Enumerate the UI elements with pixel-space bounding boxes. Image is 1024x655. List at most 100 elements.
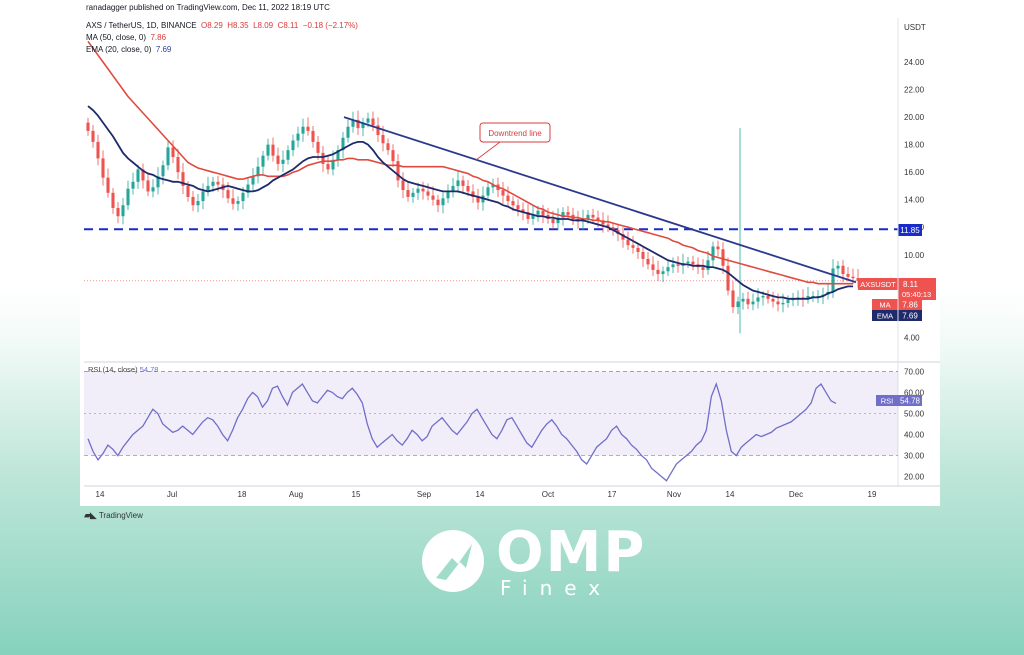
rsi-tick-label: 40.00 — [904, 431, 925, 440]
candle-body — [491, 184, 495, 188]
rsi-tick-label: 20.00 — [904, 473, 925, 482]
candle-body — [236, 201, 240, 204]
candle-body — [591, 214, 595, 218]
candle-body — [506, 195, 510, 202]
candle-body — [146, 180, 150, 192]
candle-body — [191, 196, 195, 206]
candle-body — [406, 190, 410, 197]
candle-body — [271, 144, 275, 156]
ma-tag-label: MA — [879, 301, 890, 310]
rsi-pane-label: RSI (14, close) 54.78 — [88, 365, 158, 374]
candle-body — [596, 217, 600, 221]
candle-body — [536, 210, 540, 215]
candle-body — [786, 300, 790, 303]
ema-tag-label: EMA — [877, 312, 893, 321]
candle-body — [161, 165, 165, 177]
ema-legend[interactable]: EMA (20, close, 0) 7.69 — [86, 45, 171, 54]
symbol-line: AXS / TetherUS, 1D, BINANCE O8.29 H8.35 … — [86, 21, 358, 30]
candle-body — [711, 246, 715, 261]
candle-body — [631, 245, 635, 248]
candle-body — [246, 184, 250, 193]
candle-body — [766, 296, 770, 299]
candle-body — [151, 187, 155, 192]
candle-body — [516, 205, 520, 210]
candle-body — [91, 130, 95, 142]
candle-body — [306, 126, 310, 131]
ohlc-change: −0.18 (−2.17%) — [302, 21, 358, 30]
candle-body — [136, 169, 140, 182]
candle-body — [386, 143, 390, 151]
candle-body — [156, 176, 160, 188]
candle-body — [776, 301, 780, 305]
candle-body — [171, 147, 175, 158]
candle-body — [761, 296, 765, 298]
candle-body — [296, 133, 300, 141]
candle-body — [231, 198, 235, 204]
candle-body — [101, 158, 105, 178]
omp-text: OMP — [496, 520, 647, 585]
rsi-tick-label: 30.00 — [904, 452, 925, 461]
support-level-tag — [898, 224, 922, 236]
candle-body — [326, 163, 330, 170]
candle-body — [371, 118, 375, 126]
price-tick-label: 10.00 — [904, 251, 925, 260]
candle-body — [851, 276, 855, 279]
candle-body — [671, 264, 675, 268]
candle-body — [656, 269, 660, 275]
candle-body — [321, 152, 325, 164]
candle-body — [411, 192, 415, 197]
ma-50-line — [87, 40, 853, 285]
candle-body — [261, 155, 265, 167]
candle-body — [541, 210, 545, 215]
ma-legend[interactable]: MA (50, close, 0) 7.86 — [86, 33, 166, 42]
x-tick-label: 17 — [608, 490, 617, 499]
candle-body — [241, 192, 245, 202]
tradingview-text: TradingView — [98, 511, 143, 520]
candle-body — [756, 297, 760, 302]
candle-body — [176, 157, 180, 173]
x-axis: 14 Jul 18 Aug 15 Sep 14 Oct 17 Nov 14 Dec 19 — [96, 490, 877, 499]
candle-body — [376, 125, 380, 136]
ma-value-tag — [898, 299, 922, 310]
candle-body — [511, 201, 515, 206]
downtrend-line[interactable] — [343, 116, 857, 284]
candle-body — [106, 177, 110, 193]
candle-body — [316, 141, 320, 153]
candle-body — [736, 301, 740, 308]
x-tick-label: 14 — [726, 490, 735, 499]
candle-body — [606, 224, 610, 228]
candle-body — [446, 191, 450, 199]
candle-body — [116, 207, 120, 217]
tradingview-logo[interactable]: ▰◣ TradingView — [84, 510, 143, 521]
rsi-value-tag — [898, 395, 922, 406]
candle-body — [721, 249, 725, 266]
annotation-box[interactable] — [479, 122, 551, 143]
candle-body — [341, 137, 345, 151]
x-tick-label: 14 — [476, 490, 485, 499]
candle-body — [636, 247, 640, 253]
price-tag-value: 8.11 — [903, 280, 919, 289]
price-tick-label: 18.00 — [904, 141, 925, 150]
tradingview-icon: ▰◣ — [84, 510, 97, 520]
candle-body — [311, 130, 315, 142]
candle-body — [836, 265, 840, 269]
candle-body — [611, 227, 615, 230]
candle-body — [226, 190, 230, 199]
candle-body — [431, 195, 435, 200]
candle-body — [141, 169, 145, 181]
candle-body — [381, 135, 385, 144]
candle-body — [781, 302, 785, 305]
rsi-tick-label: 50.00 — [904, 409, 925, 418]
candle-body — [196, 201, 200, 206]
rsi-tag — [876, 395, 898, 406]
candle-body — [521, 209, 525, 213]
candle-body — [251, 176, 255, 185]
x-tick-label: 15 — [352, 490, 361, 499]
candle-body — [806, 296, 810, 299]
x-tick-label: Oct — [542, 490, 555, 499]
x-tick-label: Jul — [167, 490, 177, 499]
price-tick-label: 4.00 — [904, 333, 920, 342]
candle-body — [281, 159, 285, 164]
candle-body — [416, 188, 420, 193]
